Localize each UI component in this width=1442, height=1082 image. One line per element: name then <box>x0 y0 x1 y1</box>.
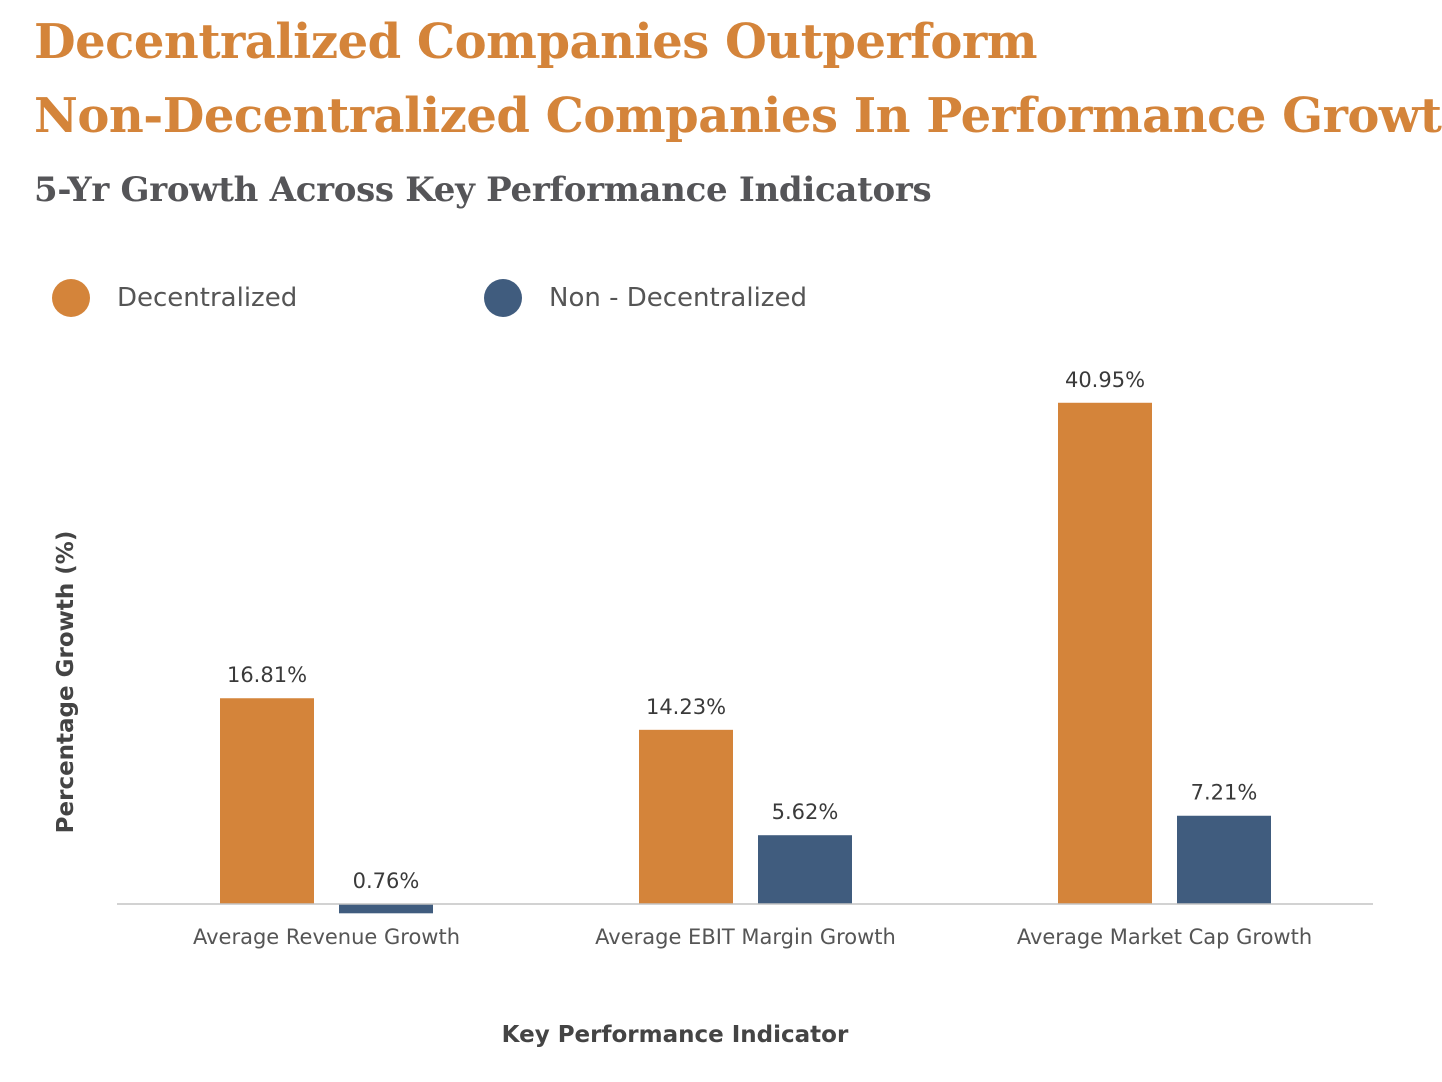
data-label-non-decentralized-average-market-cap-growth: 7.21% <box>1191 781 1258 805</box>
legend-label-decentralized: Decentralized <box>117 283 298 313</box>
chart-subtitle: 5-Yr Growth Across Key Performance Indic… <box>34 170 932 210</box>
category-label-average-market-cap-growth: Average Market Cap Growth <box>1017 925 1312 949</box>
data-label-non-decentralized-average-revenue-growth: 0.76% <box>353 869 420 893</box>
y-axis-title: Percentage Growth (%) <box>53 531 79 834</box>
legend-label-non-decentralized: Non - Decentralized <box>549 283 807 313</box>
legend-item-decentralized: Decentralized <box>52 278 297 318</box>
category-label-average-ebit-margin-growth: Average EBIT Margin Growth <box>595 925 896 949</box>
data-label-decentralized-average-ebit-margin-growth: 14.23% <box>646 695 726 719</box>
category-label-average-revenue-growth: Average Revenue Growth <box>193 925 460 949</box>
x-axis-title: Key Performance Indicator <box>502 1022 849 1048</box>
data-label-decentralized-average-market-cap-growth: 40.95% <box>1065 368 1145 392</box>
bar-decentralized-average-ebit-margin-growth <box>639 729 733 904</box>
legend-swatch-decentralized <box>52 279 90 317</box>
chart-title-line-1: Decentralized Companies Outperform <box>34 14 1038 70</box>
bar-decentralized-average-revenue-growth <box>220 698 314 904</box>
data-label-non-decentralized-average-ebit-margin-growth: 5.62% <box>772 800 839 824</box>
legend-item-non-decentralized: Non - Decentralized <box>484 278 807 318</box>
labels-layer: 16.81% 0.76% Average Revenue Growth 14.23% 5… <box>193 368 1312 949</box>
bar-decentralized-average-market-cap-growth <box>1058 402 1152 904</box>
legend-swatch-non-decentralized <box>484 279 522 317</box>
bars-layer <box>220 402 1271 914</box>
chart-title-line-2: Non-Decentralized Companies In Performan… <box>34 88 1442 144</box>
data-label-decentralized-average-revenue-growth: 16.81% <box>227 663 307 687</box>
bar-non-decentralized-average-market-cap-growth <box>1177 815 1271 904</box>
bar-non-decentralized-average-ebit-margin-growth <box>758 835 852 904</box>
bar-non-decentralized-average-revenue-growth <box>339 904 433 914</box>
